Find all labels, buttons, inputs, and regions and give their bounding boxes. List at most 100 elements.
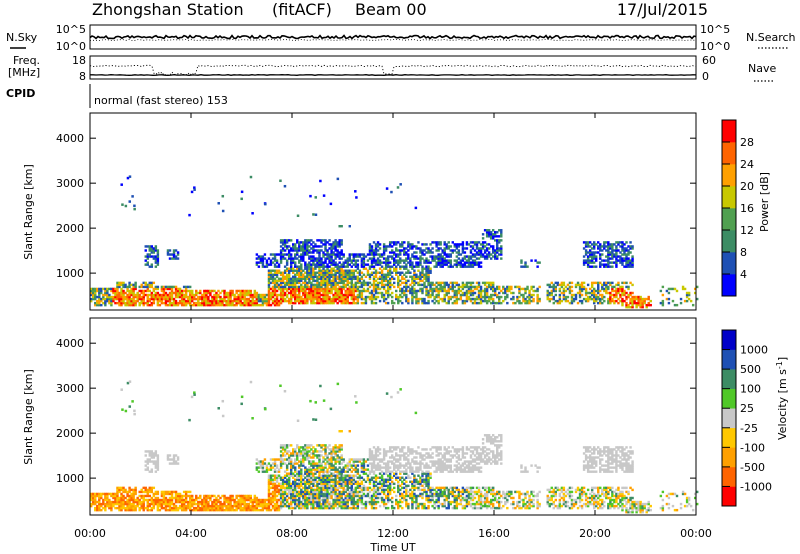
power-cell — [491, 301, 495, 305]
power-cell — [595, 289, 598, 293]
power-cell — [318, 285, 321, 289]
power-cell — [479, 293, 483, 297]
power-cell — [633, 295, 636, 299]
velocity-cell — [205, 494, 208, 498]
power-cell — [417, 277, 420, 281]
power-cell — [209, 301, 212, 305]
power-cell — [568, 287, 572, 291]
velocity-cell — [267, 502, 271, 506]
velocity-cell — [308, 502, 311, 506]
power-cell — [411, 277, 414, 281]
power-cell — [473, 291, 477, 295]
power-cell — [265, 259, 269, 262]
velocity-cell — [184, 508, 188, 512]
power-cell — [251, 299, 255, 303]
power-cell — [504, 291, 507, 295]
power-cell — [320, 281, 323, 285]
power-cell — [132, 301, 135, 305]
power-cell — [621, 281, 624, 285]
velocity-cell — [178, 496, 182, 500]
power-cell — [263, 265, 267, 268]
power-cell — [287, 301, 291, 305]
nsearch-label: N.Search — [746, 31, 796, 44]
power-cell — [338, 287, 341, 291]
velocity-cell — [287, 476, 291, 479]
velocity-cell — [160, 494, 164, 498]
power-cell — [393, 285, 396, 289]
power-cell — [342, 263, 345, 266]
velocity-cell — [312, 454, 315, 457]
power-cell — [193, 303, 196, 307]
power-cell — [364, 289, 368, 293]
power-cell — [455, 265, 459, 268]
power-cell — [324, 247, 327, 250]
power-cell — [237, 299, 240, 303]
power-cell — [350, 273, 353, 276]
power-cell — [156, 257, 160, 260]
power-cell — [269, 271, 273, 274]
velocity-cell — [128, 500, 131, 504]
power-cell — [481, 289, 485, 293]
velocity-cell — [164, 496, 168, 500]
power-cell — [437, 295, 440, 299]
velocity-cell — [275, 478, 279, 481]
power-cell — [184, 289, 188, 293]
power-cell — [148, 247, 151, 250]
power-cell — [431, 247, 434, 250]
power-cell — [532, 289, 535, 293]
velocity-cell — [265, 508, 269, 512]
velocity-cell — [287, 458, 291, 461]
velocity-cell — [152, 506, 156, 510]
power-cell — [407, 261, 410, 264]
power-cell — [146, 261, 149, 264]
power-cell — [619, 245, 622, 248]
power-cell — [479, 247, 483, 250]
power-cell — [176, 289, 180, 293]
power-cell — [635, 295, 638, 299]
velocity-cell — [298, 446, 301, 449]
velocity-cell — [298, 504, 301, 508]
velocity-cell — [172, 508, 176, 512]
power-cell — [382, 297, 386, 301]
power-cell — [384, 245, 388, 248]
power-cell — [207, 289, 210, 293]
power-cell — [380, 277, 384, 281]
velocity-cell — [229, 494, 232, 498]
power-cell — [473, 285, 477, 289]
power-cell — [281, 257, 285, 260]
velocity-cell — [166, 498, 170, 502]
velocity-cell — [296, 504, 299, 508]
velocity-cell — [279, 462, 283, 465]
velocity-cell — [184, 492, 188, 496]
power-cell — [378, 291, 382, 295]
power-cell — [439, 287, 442, 291]
power-cell — [570, 295, 574, 299]
power-cell — [277, 253, 281, 256]
power-cell — [378, 247, 382, 250]
velocity-cell — [296, 474, 299, 477]
power-cell — [106, 293, 109, 297]
power-cell — [350, 283, 353, 287]
velocity-cell — [191, 494, 194, 498]
power-cell — [627, 265, 630, 268]
power-cell — [330, 247, 333, 250]
power-cell — [318, 257, 321, 260]
power-cell — [380, 275, 384, 279]
power-cell — [176, 291, 180, 295]
power-cell — [607, 263, 610, 266]
velocity-cell — [249, 500, 252, 504]
power-cell — [536, 301, 539, 305]
power-cell — [352, 255, 356, 258]
power-cell — [485, 301, 489, 305]
velocity-cell — [195, 494, 198, 498]
power-cell — [174, 295, 178, 299]
power-cell — [263, 257, 267, 260]
power-cell — [362, 257, 366, 260]
power-cell — [546, 283, 549, 287]
power-cell — [597, 297, 600, 301]
power-cell — [154, 291, 158, 295]
power-cell — [227, 303, 230, 307]
velocity-cell — [267, 480, 271, 484]
velocity-cell — [269, 492, 273, 496]
power-cell — [386, 245, 390, 248]
